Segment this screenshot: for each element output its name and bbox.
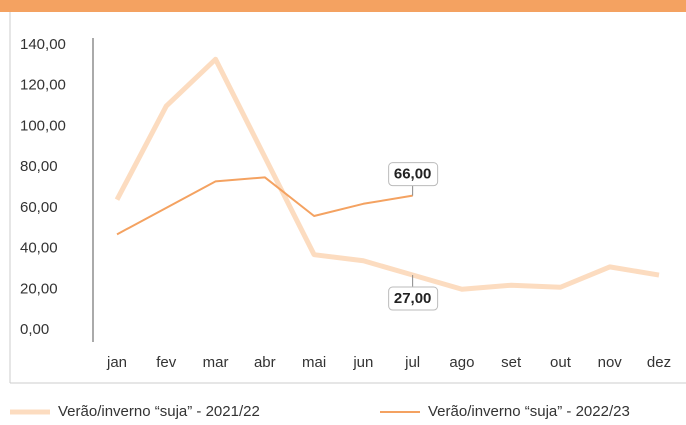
y-tick-label: 60,00 [20,199,58,216]
x-tick-label: mar [203,354,229,371]
x-tick-label: nov [598,354,623,371]
x-tick-label: ago [449,354,474,371]
y-tick-label: 0,00 [20,321,49,338]
value-label: 66,00 [394,166,432,183]
y-tick-label: 100,00 [20,117,66,134]
x-tick-label: jan [106,354,127,371]
series-line [116,176,413,236]
value-label-box [388,162,439,187]
x-tick-label: jul [404,354,420,371]
x-tick-label: fev [156,354,177,371]
value-label-box [388,286,439,311]
x-tick-label: mai [302,354,326,371]
y-tick-label: 40,00 [20,240,58,257]
series-line [114,56,660,292]
x-tick-label: dez [647,354,671,371]
x-tick-label: jun [352,354,373,371]
x-tick-label: out [550,354,572,371]
value-label: 27,00 [394,290,432,307]
y-tick-label: 80,00 [20,158,58,175]
x-tick-label: set [501,354,522,371]
y-tick-label: 20,00 [20,280,58,297]
x-tick-label: abr [254,354,276,371]
legend-label: Verão/inverno “suja” - 2022/23 [428,403,630,420]
y-tick-label: 120,00 [20,77,66,94]
y-tick-label: 140,00 [20,36,66,53]
legend-label: Verão/inverno “suja” - 2021/22 [58,403,260,420]
top-bar [0,0,686,12]
